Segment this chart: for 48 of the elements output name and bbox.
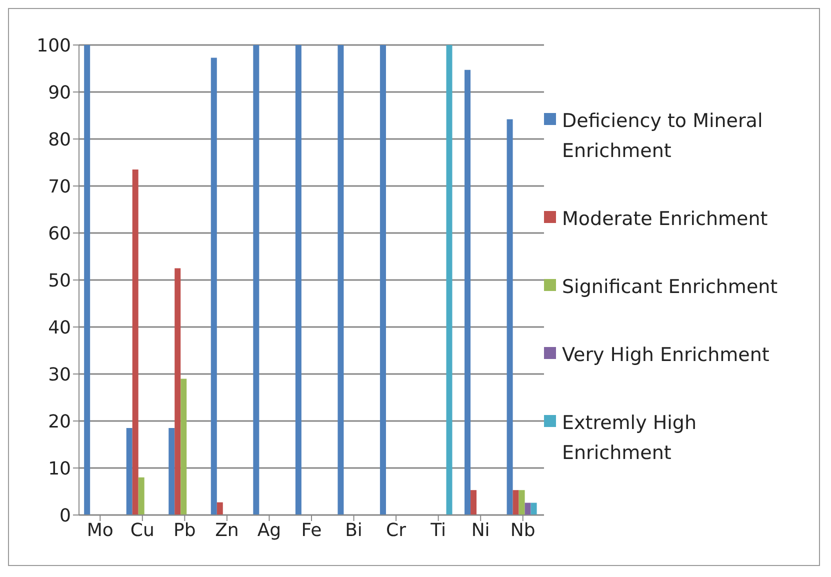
x-tick-label: Cu [130, 520, 154, 541]
bar [138, 477, 144, 515]
x-tick-label: Zn [215, 520, 239, 541]
y-tick-label: 0 [60, 505, 71, 526]
bar [168, 428, 175, 515]
bar [512, 490, 519, 515]
bar [338, 45, 344, 515]
x-tick-label: Bi [345, 520, 362, 541]
legend-label: Deficiency to Mineral Enrichment [562, 109, 764, 164]
y-tick-label: 70 [48, 176, 71, 198]
x-tick-label: Cr [386, 520, 407, 541]
y-tick-label: 50 [48, 270, 71, 292]
x-tick-label: Ni [471, 520, 490, 541]
bar [464, 70, 471, 515]
y-tick-label: 40 [48, 317, 71, 338]
y-tick-label: 20 [48, 411, 71, 432]
bar [506, 119, 513, 515]
bar [524, 502, 531, 515]
x-tick-label: Mo [86, 520, 114, 541]
bar [446, 45, 452, 515]
y-tick-label: 30 [48, 364, 71, 386]
y-tick-label: 80 [48, 129, 71, 150]
bar [180, 378, 187, 515]
y-tick-label: 90 [48, 82, 71, 104]
bar [518, 490, 525, 515]
x-tick-label: Fe [301, 520, 322, 541]
bar [253, 45, 260, 515]
bar [295, 45, 302, 515]
bar [174, 268, 181, 515]
x-tick-label: Ti [430, 520, 446, 541]
y-tick-label: 100 [36, 35, 71, 56]
bar [380, 45, 386, 515]
y-tick-label: 60 [48, 223, 71, 244]
legend-label: Significant Enrichment [562, 275, 778, 300]
legend-label: Very High Enrichment [562, 343, 770, 368]
bar [84, 45, 90, 515]
bar [126, 428, 132, 515]
y-tick-label: 10 [48, 458, 71, 480]
bar [210, 58, 217, 515]
bar [530, 502, 537, 515]
legend-label: Moderate Enrichment [562, 207, 768, 232]
legend-label: Extremly High Enrichment [562, 411, 698, 466]
x-tick-label: Nb [510, 520, 536, 541]
bar [216, 502, 223, 515]
bar [470, 490, 477, 515]
x-tick-label: Ag [257, 520, 282, 541]
x-tick-label: Pb [174, 520, 196, 541]
bar [132, 170, 138, 515]
